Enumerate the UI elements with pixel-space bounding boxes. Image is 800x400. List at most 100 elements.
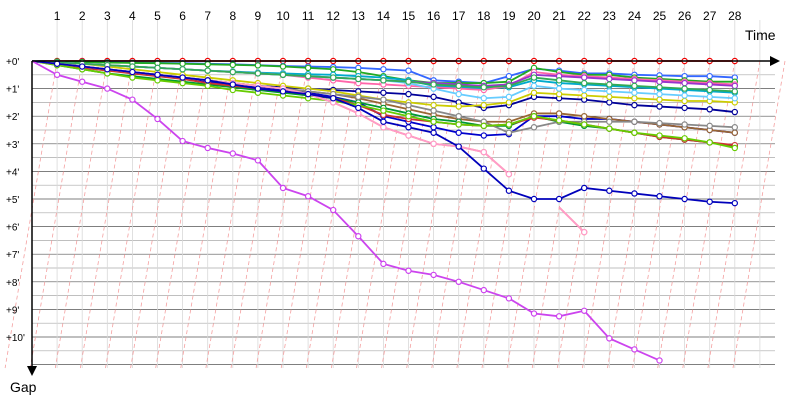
data-point [505, 187, 513, 194]
data-point [405, 267, 412, 274]
data-point [505, 129, 513, 136]
data-point [706, 72, 713, 80]
data-point [656, 193, 663, 200]
x-tick-label: 11 [302, 9, 315, 23]
lap-line [607, 60, 660, 369]
data-point [656, 132, 663, 139]
data-point [480, 122, 487, 130]
data-point [380, 96, 387, 103]
data-point [555, 117, 563, 124]
data-point [430, 81, 437, 88]
data-point [330, 66, 337, 73]
data-point [304, 90, 312, 98]
data-point [631, 346, 638, 353]
data-point [681, 135, 688, 142]
data-point [455, 112, 462, 120]
x-tick-label: 4 [129, 9, 136, 23]
lap-line [657, 60, 711, 369]
data-point [606, 335, 613, 342]
data-point [530, 74, 538, 81]
data-point [430, 129, 437, 136]
x-tick-label: 26 [678, 9, 692, 23]
data-point [405, 124, 412, 131]
data-point [530, 89, 538, 96]
data-point [530, 310, 538, 317]
data-point [254, 157, 262, 164]
data-point [631, 77, 638, 84]
x-tick-label: 16 [427, 9, 441, 23]
lap-line [431, 60, 485, 369]
data-point [430, 118, 437, 125]
data-point [204, 61, 211, 68]
data-point [656, 357, 663, 364]
data-point [731, 199, 739, 207]
data-point [555, 77, 563, 84]
lap-line [180, 60, 234, 369]
data-point [455, 129, 462, 136]
lap-line [305, 60, 359, 369]
lap-line [230, 60, 284, 369]
x-axis-title: Time [745, 27, 776, 43]
lap-line [456, 60, 510, 369]
lap-line [4, 60, 58, 369]
data-point [581, 307, 588, 314]
y-tick-label: +9' [6, 305, 19, 316]
data-point [581, 184, 588, 192]
series-line [31, 60, 663, 364]
y-tick-label: +5' [6, 195, 19, 206]
series-path [31, 60, 510, 175]
data-point [229, 68, 236, 76]
x-tick-label: 12 [327, 9, 341, 23]
series-path [31, 60, 510, 175]
data-point [706, 106, 713, 113]
lap-line [632, 60, 685, 369]
data-point [154, 64, 161, 72]
data-point [706, 122, 713, 130]
data-point [229, 150, 236, 157]
data-point [731, 108, 739, 116]
x-tick-label: 23 [603, 9, 617, 23]
data-point [129, 68, 136, 76]
data-point [53, 60, 61, 67]
lap-line [481, 60, 535, 369]
data-point [480, 101, 487, 109]
data-point [706, 93, 713, 101]
data-point [681, 104, 688, 112]
data-point [129, 63, 136, 70]
data-point [555, 90, 563, 98]
data-point [129, 74, 136, 81]
data-point [405, 132, 412, 139]
data-point [706, 139, 713, 146]
data-point [380, 66, 387, 73]
y-tick-label: +7' [6, 250, 19, 261]
data-point [104, 85, 111, 92]
data-point [430, 140, 437, 147]
data-point [581, 74, 588, 81]
y-tick-label: +0' [6, 57, 19, 68]
data-point [154, 115, 161, 123]
lap-line [155, 60, 209, 369]
x-tick-label: 1 [54, 9, 61, 23]
data-point [505, 295, 513, 302]
x-tick-label: 17 [452, 9, 466, 23]
axes: Time Gap [10, 27, 780, 395]
x-tick-label: 20 [527, 9, 541, 23]
data-point [480, 286, 487, 294]
data-point [304, 72, 312, 80]
lap-line [255, 60, 309, 369]
series-group [31, 57, 739, 364]
data-point [706, 86, 713, 94]
y-tick-labels: +0' +1' +2' +3' +4' +5' +6' +7' +8' +9' +10' [6, 57, 25, 344]
data-point [78, 78, 86, 85]
data-point [706, 81, 713, 88]
data-point [430, 124, 437, 131]
x-tick-label: 14 [377, 9, 391, 23]
data-point [254, 62, 262, 69]
data-point [279, 88, 287, 95]
data-point [455, 90, 462, 98]
grid [32, 20, 775, 368]
x-tick-label: 19 [502, 9, 516, 23]
data-point [380, 124, 387, 131]
data-point [505, 99, 513, 106]
x-tick-label: 10 [276, 9, 290, 23]
